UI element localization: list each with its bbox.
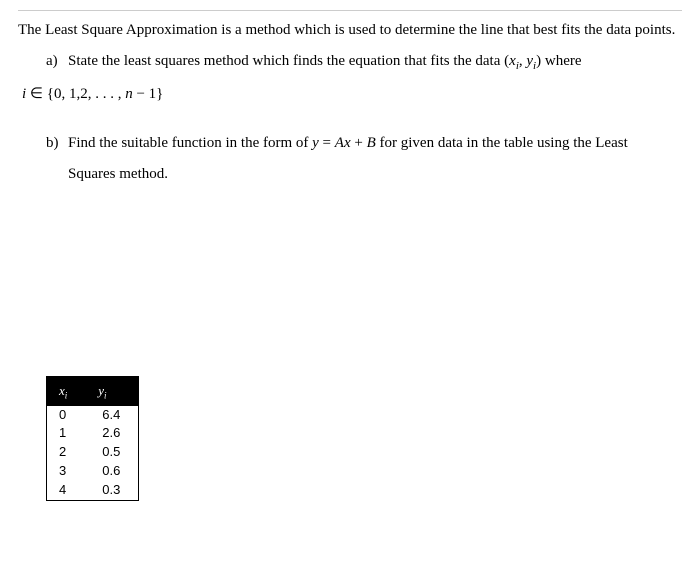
col-header-y: yi xyxy=(86,376,139,405)
part-b: b)Find the suitable function in the form… xyxy=(18,130,682,157)
intro-text: The Least Square Approximation is a meth… xyxy=(18,17,682,44)
part-b-line2: Squares method. xyxy=(18,161,682,188)
cell-x: 0 xyxy=(47,406,87,425)
part-b-text1: Find the suitable function in the form o… xyxy=(68,135,312,151)
part-b-text2: for given data in the table using the Le… xyxy=(376,135,628,151)
eq-y: y xyxy=(312,135,319,151)
part-a-label: a) xyxy=(46,48,68,75)
table-header-row: xi yi xyxy=(47,376,139,405)
cell-y: 0.3 xyxy=(86,481,139,500)
part-a-math-open: ((xxi, yi) xyxy=(504,53,541,69)
eq-A: A xyxy=(335,135,344,151)
data-table: xi yi 0 6.4 1 2.6 2 0.5 3 0.6 4 xyxy=(46,376,139,501)
eq-x: x xyxy=(344,135,351,151)
cell-x: 2 xyxy=(47,443,87,462)
table-row: 1 2.6 xyxy=(47,424,139,443)
cell-y: 6.4 xyxy=(86,406,139,425)
part-a-text1: State the least squares method which fin… xyxy=(68,53,504,69)
part-a-set: ∈ {0, 1,2, . . . , xyxy=(26,86,125,102)
part-a-where: where xyxy=(541,53,581,69)
table-row: 0 6.4 xyxy=(47,406,139,425)
top-divider xyxy=(18,10,682,11)
table-row: 3 0.6 xyxy=(47,462,139,481)
part-a-line2: i ∈ {0, 1,2, . . . , n − 1} xyxy=(18,81,682,108)
eq-B: B xyxy=(367,135,376,151)
data-table-wrap: xi yi 0 6.4 1 2.6 2 0.5 3 0.6 4 xyxy=(46,376,682,501)
table-row: 4 0.3 xyxy=(47,481,139,500)
cell-x: 1 xyxy=(47,424,87,443)
cell-x: 3 xyxy=(47,462,87,481)
cell-y: 0.5 xyxy=(86,443,139,462)
col-header-x: xi xyxy=(47,376,87,405)
table-row: 2 0.5 xyxy=(47,443,139,462)
cell-y: 2.6 xyxy=(86,424,139,443)
cell-y: 0.6 xyxy=(86,462,139,481)
part-a: a)State the least squares method which f… xyxy=(18,48,682,77)
eq-plus: + xyxy=(351,135,367,151)
part-a-n: n xyxy=(125,86,133,102)
cell-x: 4 xyxy=(47,481,87,500)
eq-mid: = xyxy=(319,135,335,151)
part-a-end: − 1} xyxy=(133,86,164,102)
part-b-label: b) xyxy=(46,130,68,157)
